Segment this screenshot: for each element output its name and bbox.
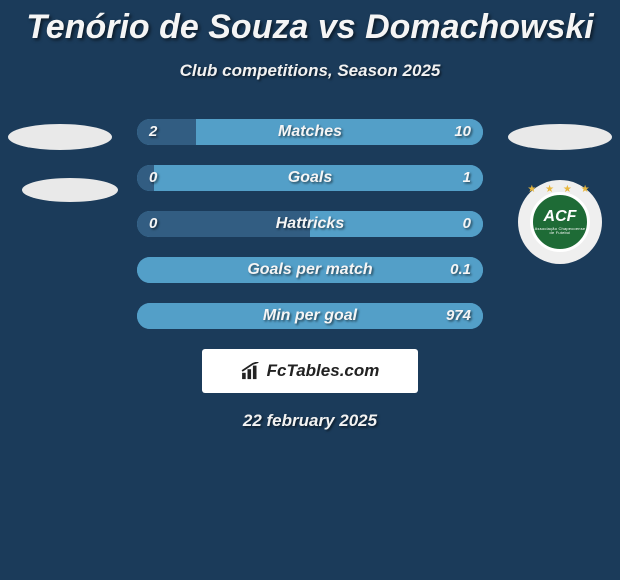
snapshot-date: 22 february 2025: [0, 411, 620, 431]
stat-label: Min per goal: [137, 303, 483, 329]
stat-label: Goals: [137, 165, 483, 191]
stat-row: 01Goals: [137, 165, 483, 191]
stat-label: Hattricks: [137, 211, 483, 237]
player-left-avatar-2: [22, 178, 118, 202]
stats-container: 210Matches 01Goals 00Hattricks 0.1Goals per…: [137, 119, 483, 329]
club-stars-icon: ★ ★ ★ ★: [518, 184, 602, 195]
player-right-club-badge: ★ ★ ★ ★ ACF Associação Chapecoense de Fu…: [518, 180, 602, 264]
club-subtext: Associação Chapecoense de Futebol: [533, 227, 587, 236]
brand-text: FcTables.com: [267, 361, 380, 381]
player-right-avatar-1: [508, 124, 612, 150]
stat-label: Goals per match: [137, 257, 483, 283]
stat-row: 0.1Goals per match: [137, 257, 483, 283]
stat-label: Matches: [137, 119, 483, 145]
stat-row: 210Matches: [137, 119, 483, 145]
comparison-title: Tenório de Souza vs Domachowski: [0, 0, 620, 47]
comparison-subtitle: Club competitions, Season 2025: [0, 61, 620, 81]
club-initials: ACF: [544, 209, 577, 225]
brand-chart-icon: [241, 362, 263, 380]
stat-row: 00Hattricks: [137, 211, 483, 237]
player-left-avatar-1: [8, 124, 112, 150]
stat-row: 974Min per goal: [137, 303, 483, 329]
club-badge-inner: ACF Associação Chapecoense de Futebol: [530, 192, 590, 252]
brand-box: FcTables.com: [202, 349, 418, 393]
